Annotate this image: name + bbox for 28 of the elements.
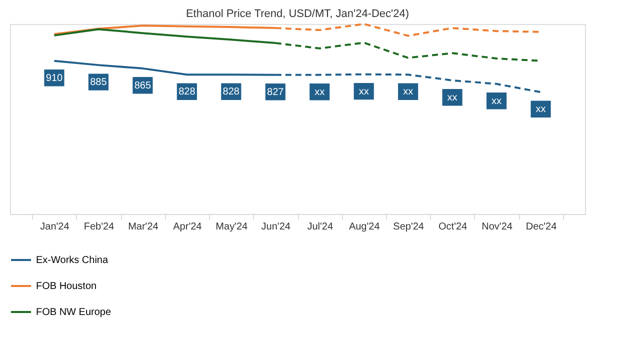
x-tick-label: Sep'24	[393, 222, 424, 232]
data-label: xx	[314, 86, 325, 98]
data-label: 865	[134, 80, 152, 92]
x-tick-label: Jan'24	[40, 222, 70, 232]
data-label: xx	[536, 104, 546, 116]
data-label: xx	[492, 96, 502, 107]
legend-label: FOB NW Europe	[36, 307, 112, 318]
x-tick-label: May'24	[216, 222, 248, 232]
data-label: xx	[358, 86, 369, 98]
data-label: xx	[403, 86, 414, 98]
data-label: 910	[46, 72, 64, 84]
legend-label: FOB Houston	[36, 281, 97, 292]
data-label: 885	[90, 77, 108, 88]
data-label: 828	[222, 86, 240, 98]
x-tick-label: Feb'24	[84, 222, 115, 232]
x-tick-label: Dec'24	[526, 222, 558, 232]
data-label: 828	[178, 86, 196, 98]
data-label: xx	[447, 92, 458, 104]
data-label: 827	[267, 86, 284, 98]
x-tick-label: Oct'24	[438, 222, 468, 232]
x-tick-label: Aug'24	[348, 222, 380, 232]
x-tick-label: Mar'24	[128, 222, 159, 232]
x-tick-label: Apr'24	[173, 222, 202, 232]
legend-label: Ex-Works China	[36, 255, 108, 266]
x-tick-label: Jun'24	[261, 222, 291, 232]
x-tick-label: Jul'24	[307, 222, 334, 232]
chart-title: Ethanol Price Trend, USD/MT, Jan'24-Dec'24)	[186, 8, 410, 20]
x-tick-label: Nov'24	[482, 222, 513, 232]
